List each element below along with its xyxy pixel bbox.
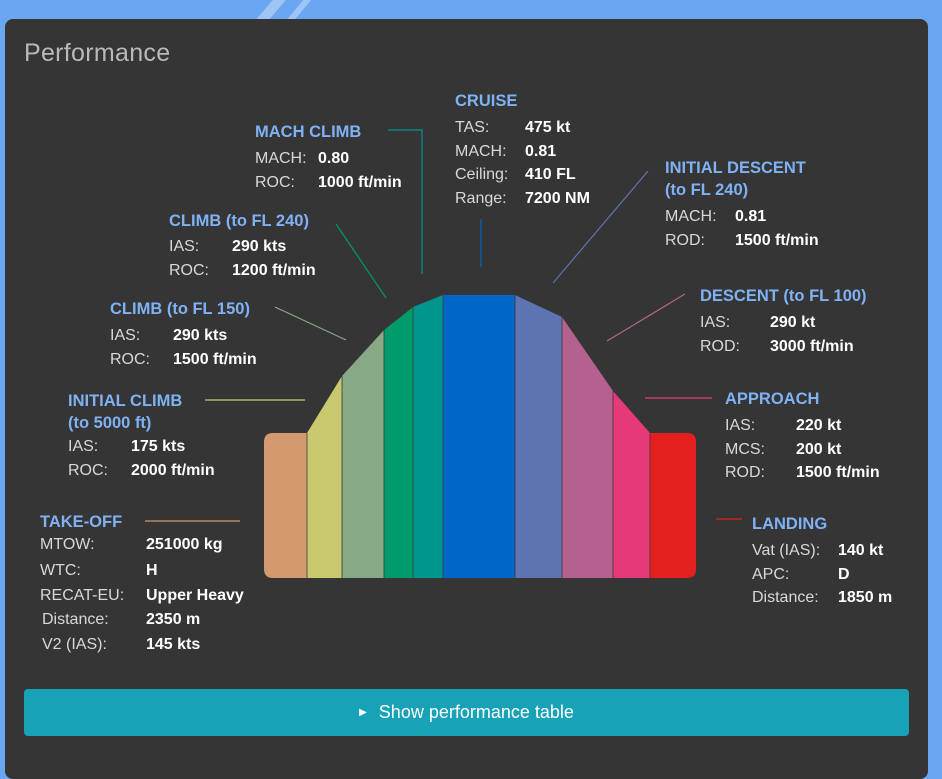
cruise-tas-value: 475 kt xyxy=(525,119,571,136)
landing-vat-value: 140 kt xyxy=(838,542,884,559)
landing-apc-value: D xyxy=(838,565,850,583)
segment-initial-climb xyxy=(307,376,342,578)
phase-initial-climb: INITIAL CLIMB (to 5000 ft) IAS: 175 kts R… xyxy=(68,390,215,482)
takeoff-distance-value: 2350 m xyxy=(146,610,201,628)
climb150-roc-value: 1500 ft/min xyxy=(173,350,257,368)
phase-approach: APPROACH IAS: 220 kt MCS: 200 kt ROD: 1500 … xyxy=(725,388,880,485)
descent-ias-label: IAS: xyxy=(700,314,731,331)
phase-mach-climb-title: MACH CLIMB xyxy=(255,123,362,141)
wtc-label: WTC: xyxy=(40,561,81,579)
phase-initial-climb-title: INITIAL CLIMB xyxy=(68,392,183,410)
phase-descent: DESCENT (to FL 100) IAS: 290 kt ROD: 3000 … xyxy=(700,285,867,358)
cruise-range-value: 7200 NM xyxy=(525,189,590,207)
phase-climb-fl150: CLIMB (to FL 150) IAS: 290 kts ROC: 1500 f… xyxy=(110,298,257,371)
mach-climb-roc-value: 1000 ft/min xyxy=(318,173,402,191)
initial-descent-mach-value: 0.81 xyxy=(735,208,767,225)
phase-cruise-title: CRUISE xyxy=(455,92,518,110)
cruise-mach-label: MACH: xyxy=(455,142,507,160)
initial-climb-ias-label: IAS: xyxy=(68,438,99,455)
leader-initial-descent xyxy=(552,170,649,284)
segment-takeoff xyxy=(264,433,307,578)
phase-initial-descent: INITIAL DESCENT (to FL 240) MACH: 0.81 RO… xyxy=(665,157,819,252)
segment-landing xyxy=(650,433,696,578)
recat-eu-label: RECAT-EU: xyxy=(40,587,125,604)
climb240-ias-value: 290 kts xyxy=(232,238,287,255)
wtc-value: H xyxy=(146,561,158,579)
show-performance-table-button[interactable]: ▶ Show performance table xyxy=(24,689,909,736)
approach-rod-label: ROD: xyxy=(725,464,765,481)
cruise-ceiling-value: 410 FL xyxy=(525,166,576,183)
cruise-tas-label: TAS: xyxy=(455,119,490,136)
segment-separators xyxy=(306,295,651,578)
climb240-ias-label: IAS: xyxy=(169,238,200,255)
approach-ias-label: IAS: xyxy=(725,417,756,434)
descent-ias-value: 290 kt xyxy=(770,314,816,331)
approach-mcs-label: MCS: xyxy=(725,440,765,458)
climb240-roc-value: 1200 ft/min xyxy=(232,261,316,279)
phase-landing-title: LANDING xyxy=(752,515,828,533)
landing-apc-label: APC: xyxy=(752,565,790,583)
descent-rod-value: 3000 ft/min xyxy=(770,337,854,355)
takeoff-distance-label: Distance: xyxy=(42,610,109,628)
segment-approach xyxy=(613,391,650,578)
climb150-roc-label: ROC: xyxy=(110,350,150,368)
phase-descent-title: DESCENT (to FL 100) xyxy=(700,287,867,305)
cruise-range-label: Range: xyxy=(455,189,507,207)
performance-panel: Performance TAKE-OFF xyxy=(5,19,928,779)
segment-climb-fl150 xyxy=(342,330,384,578)
leader-climb-fl150 xyxy=(274,306,347,341)
cruise-ceiling-label: Ceiling: xyxy=(455,166,509,183)
mach-climb-mach-value: 0.80 xyxy=(318,150,350,167)
phase-initial-climb-subtitle: (to 5000 ft) xyxy=(68,414,152,432)
leader-descent xyxy=(606,293,686,342)
landing-distance-label: Distance: xyxy=(752,589,819,606)
mach-climb-mach-label: MACH: xyxy=(255,150,307,167)
recat-eu-value: Upper Heavy xyxy=(146,587,244,604)
phase-climb-fl150-title: CLIMB (to FL 150) xyxy=(110,300,250,318)
caret-right-icon: ▶ xyxy=(359,707,367,718)
phase-approach-title: APPROACH xyxy=(725,390,820,408)
mtow-value: 251000 kg xyxy=(146,536,223,553)
phase-climb-fl240: CLIMB (to FL 240) IAS: 290 kts ROC: 1200 f… xyxy=(169,210,316,282)
phase-initial-descent-title: INITIAL DESCENT xyxy=(665,159,806,177)
phase-climb-fl240-title: CLIMB (to FL 240) xyxy=(169,212,309,230)
mach-climb-roc-label: ROC: xyxy=(255,173,295,191)
initial-descent-mach-label: MACH: xyxy=(665,208,717,225)
phase-cruise: CRUISE TAS: 475 kt MACH: 0.81 Ceiling: 410 … xyxy=(455,90,590,210)
descent-rod-label: ROD: xyxy=(700,337,740,355)
phase-landing: LANDING Vat (IAS): 140 kt APC: D Distance:… xyxy=(752,513,892,610)
phase-takeoff-title: TAKE-OFF xyxy=(40,513,123,531)
leader-mach-climb xyxy=(388,129,423,274)
panel-title: Performance xyxy=(24,39,171,67)
initial-climb-ias-value: 175 kts xyxy=(131,438,186,455)
segment-cruise xyxy=(443,295,515,578)
approach-rod-value: 1500 ft/min xyxy=(796,464,880,481)
v2-label: V2 (IAS): xyxy=(42,636,107,653)
initial-descent-rod-label: ROD: xyxy=(665,231,705,249)
v2-value: 145 kts xyxy=(146,636,201,653)
cruise-mach-value: 0.81 xyxy=(525,142,557,160)
leader-climb-fl240 xyxy=(335,223,387,299)
approach-mcs-value: 200 kt xyxy=(796,440,842,458)
landing-distance-value: 1850 m xyxy=(838,589,893,606)
landing-vat-label: Vat (IAS): xyxy=(752,542,821,559)
approach-ias-value: 220 kt xyxy=(796,417,842,434)
segment-descent xyxy=(562,317,613,578)
initial-climb-roc-value: 2000 ft/min xyxy=(131,461,215,479)
climb150-ias-label: IAS: xyxy=(110,327,141,344)
show-performance-table-label: Show performance table xyxy=(378,702,574,722)
climb150-ias-value: 290 kts xyxy=(173,327,228,344)
segment-mach-climb xyxy=(413,295,443,578)
segment-climb-fl240 xyxy=(384,307,413,578)
phase-takeoff: TAKE-OFF MTOW: 251000 kg WTC: H RECAT-EU: U… xyxy=(40,511,244,657)
phase-mach-climb: MACH CLIMB MACH: 0.80 ROC: 1000 ft/min xyxy=(255,121,402,194)
initial-descent-rod-value: 1500 ft/min xyxy=(735,231,819,249)
flight-profile-diagram xyxy=(145,129,742,578)
phase-initial-descent-subtitle: (to FL 240) xyxy=(665,181,749,199)
initial-climb-roc-label: ROC: xyxy=(68,461,108,479)
segment-initial-descent xyxy=(515,295,562,578)
climb240-roc-label: ROC: xyxy=(169,261,209,279)
mtow-label: MTOW: xyxy=(40,536,95,553)
